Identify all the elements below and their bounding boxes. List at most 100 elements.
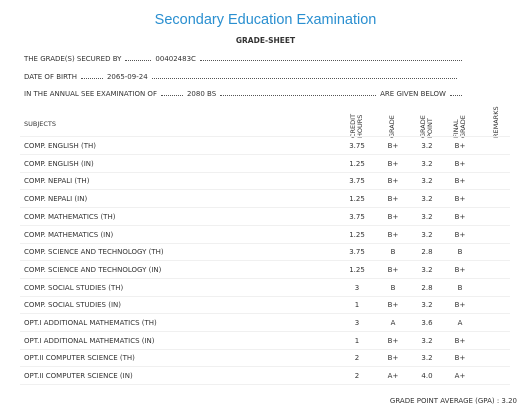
header-cell: GRADE <box>388 115 396 138</box>
row-line <box>20 189 510 191</box>
row-line <box>20 277 510 279</box>
subject-cell: OPT.II COMPUTER SCIENCE (TH) <box>24 354 135 363</box>
cell: B+ <box>454 195 466 204</box>
value: 00402483C <box>155 55 196 63</box>
row-line <box>20 171 510 173</box>
cell: B+ <box>387 159 399 168</box>
cell: 3 <box>354 283 360 292</box>
cell: B+ <box>387 301 399 310</box>
value: 2065-09-24 <box>106 73 148 81</box>
value: ARE GIVEN BELOW <box>380 90 446 98</box>
subject-cell: OPT.I ADDITIONAL MATHEMATICS (TH) <box>24 319 157 327</box>
subject-cell: COMP. NEPALI (IN) <box>24 195 88 204</box>
header-cell: GRADE POINT <box>419 115 434 138</box>
subject-cell: COMP. SOCIAL STUDIES (TH) <box>24 283 124 292</box>
leader <box>160 94 183 96</box>
subject-cell: COMP. MATHEMATICS (IN) <box>24 230 114 239</box>
value: 2080 BS <box>186 90 217 98</box>
subject-cell: COMP. SOCIAL STUDIES (IN) <box>24 301 121 310</box>
subtitle: GRADE-SHEET <box>235 36 296 45</box>
cell: 2 <box>354 354 360 363</box>
cell: 3.2 <box>421 301 433 310</box>
row-line <box>20 224 510 226</box>
cell: B+ <box>454 177 466 186</box>
label: THE GRADE(S) SECURED BY <box>24 55 122 63</box>
cell: A+ <box>454 372 466 381</box>
cell: B+ <box>454 142 466 150</box>
cell: B <box>457 283 463 292</box>
cell: 3.75 <box>349 142 365 150</box>
subject-cell: COMP. SCIENCE AND TECHNOLOGY (IN) <box>24 265 162 274</box>
subject-cell: COMP. NEPALI (TH) <box>24 177 90 186</box>
cell: 1 <box>354 301 360 310</box>
leader <box>199 59 462 61</box>
cell: 3.2 <box>421 230 433 239</box>
cell: B+ <box>454 230 466 239</box>
cell: 3.2 <box>421 336 433 345</box>
row-line <box>20 313 510 315</box>
cell: A <box>457 319 463 327</box>
row-line <box>20 348 510 350</box>
cell: 2.8 <box>421 248 433 257</box>
cell: A <box>390 319 396 327</box>
subject-cell: OPT.II COMPUTER SCIENCE (IN) <box>24 372 133 381</box>
row-line <box>20 154 510 155</box>
header-cell: SUBJECTS <box>24 120 57 128</box>
cell: B+ <box>387 212 399 221</box>
cell: B+ <box>387 177 399 186</box>
row-line <box>20 207 510 209</box>
cell: 3.2 <box>421 142 433 150</box>
header-cell: CREDIT HOURS <box>349 113 364 138</box>
cell: 1.25 <box>349 230 365 239</box>
cell: B+ <box>454 159 466 168</box>
row-line <box>20 366 510 368</box>
cell: B+ <box>387 142 399 150</box>
cell: 3.6 <box>421 319 433 327</box>
gpa-line: GRADE POINT AVERAGE (GPA) : 3.20 <box>390 397 517 405</box>
cell: B <box>390 248 396 257</box>
header-cell: FINAL GRADE <box>452 115 467 138</box>
subject-cell: COMP. ENGLISH (TH) <box>24 142 96 150</box>
cell: A+ <box>387 372 399 381</box>
row-line <box>20 295 510 297</box>
cell: 2.8 <box>421 283 433 292</box>
row-line <box>20 136 510 137</box>
cell: 1.25 <box>349 159 365 168</box>
info-line: DATE OF BIRTH 2065-09-24 <box>24 73 461 81</box>
leader <box>449 94 462 96</box>
cell: 3.75 <box>349 248 365 257</box>
leader <box>151 77 457 79</box>
cell: B+ <box>454 212 466 221</box>
cell: B+ <box>387 230 399 239</box>
cell: 3.75 <box>349 177 365 186</box>
subject-cell: COMP. MATHEMATICS (TH) <box>24 212 116 221</box>
cell: B+ <box>387 265 399 274</box>
cell: 3.2 <box>421 354 433 363</box>
gpa-value: 3.20 <box>501 397 517 405</box>
cell: B+ <box>454 354 466 363</box>
cell: 3.2 <box>421 265 433 274</box>
cell: 3.2 <box>421 177 433 186</box>
cell: B+ <box>454 265 466 274</box>
cell: 3.2 <box>421 159 433 168</box>
leader <box>125 59 152 61</box>
cell: B <box>457 248 463 257</box>
cell: B+ <box>387 336 399 345</box>
row-line <box>20 331 510 332</box>
gpa-label: GRADE POINT AVERAGE (GPA) : <box>389 397 500 405</box>
cell: 3 <box>354 319 360 327</box>
info-line: THE GRADE(S) SECURED BY 00402483C <box>24 55 466 63</box>
cell: B+ <box>454 301 466 310</box>
header-cell: REMARKS <box>492 106 500 138</box>
cell: 2 <box>354 372 360 381</box>
subject-cell: COMP. ENGLISH (IN) <box>24 159 94 168</box>
info-line: IN THE ANNUAL SEE EXAMINATION OF 2080 BS… <box>24 90 466 98</box>
title: Secondary Education Examination <box>154 12 377 28</box>
cell: B+ <box>454 336 466 345</box>
subject-cell: COMP. SCIENCE AND TECHNOLOGY (TH) <box>24 248 164 257</box>
label: IN THE ANNUAL SEE EXAMINATION OF <box>24 90 157 98</box>
label: DATE OF BIRTH <box>24 73 77 81</box>
cell: 3.75 <box>349 212 365 221</box>
row-line <box>20 242 510 244</box>
